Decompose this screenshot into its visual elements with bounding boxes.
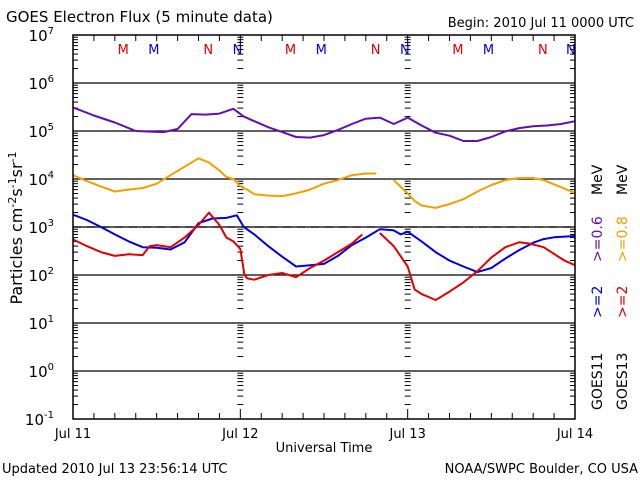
marker-label: M: [483, 43, 494, 58]
y-tick-label: 105: [29, 122, 54, 141]
y-tick-label: 101: [29, 314, 54, 333]
y-label-s: s: [7, 188, 26, 196]
series-goes11-2-mev: [72, 213, 576, 274]
series-goes11-0-6-mev: [72, 106, 576, 142]
begin-date-label: Begin: 2010 Jul 11 0000 UTC: [448, 16, 634, 31]
y-tick-exponent: 7: [48, 26, 54, 37]
x-axis-label: Universal Time: [276, 441, 373, 456]
y-tick-exponent: 6: [48, 74, 54, 85]
legend-goes11-unit: MeV: [590, 164, 606, 195]
marker-label: M: [316, 43, 327, 58]
marker-label: N: [203, 43, 213, 58]
y-tick-label: 103: [29, 218, 54, 237]
legend-goes13-unit: MeV: [615, 164, 631, 195]
y-tick-exponent: -1: [44, 410, 54, 421]
plot-frame: [72, 34, 576, 420]
x-tick-label: Jul 12: [221, 427, 258, 442]
legend: GOES11 GOES13 >=2 >=2 >=0.6 >=0.8 MeV Me…: [590, 164, 631, 410]
marker-label: M: [148, 43, 159, 58]
x-tick-label: Jul 14: [556, 427, 593, 442]
legend-goes11-label: GOES11: [590, 353, 606, 410]
source-credit: NOAA/SWPC Boulder, CO USA: [445, 462, 638, 477]
updated-timestamp: Updated 2010 Jul 13 23:56:14 UTC: [2, 462, 227, 477]
series-goes13-0-8-mev: [72, 157, 576, 209]
y-tick-exponent: 0: [48, 362, 54, 373]
y-tick-base: 10: [29, 123, 48, 141]
y-label-main: Particles cm: [7, 208, 26, 305]
data-series: [72, 106, 576, 302]
marker-label: N: [371, 43, 381, 58]
y-tick-label: 10-1: [25, 410, 54, 429]
y-tick-label: 107: [29, 26, 54, 45]
marker-label: M: [118, 43, 129, 58]
legend-goes13-2mev: >=2: [615, 286, 631, 318]
x-tick-label: Jul 11: [54, 427, 91, 442]
y-tick-label: 104: [29, 170, 54, 189]
y-tick-exponent: 3: [48, 218, 54, 229]
y-tick-base: 10: [29, 27, 48, 45]
marker-label: N: [566, 43, 576, 58]
y-tick-exponent: 1: [48, 314, 54, 325]
y-tick-label: 102: [29, 266, 54, 285]
y-tick-exponent: 4: [48, 170, 54, 181]
legend-goes13-08mev: >=0.8: [615, 216, 631, 262]
y-tick-base: 10: [29, 219, 48, 237]
series-goes13-2-mev: [72, 211, 576, 302]
legend-goes13-label: GOES13: [615, 353, 631, 410]
y-tick-base: 10: [25, 411, 44, 429]
legend-goes11-06mev: >=0.6: [590, 216, 606, 262]
marker-label: M: [452, 43, 463, 58]
y-label-exp-sr: -1: [6, 151, 19, 162]
marker-label: M: [285, 43, 296, 58]
y-tick-label: 100: [29, 362, 54, 381]
decade-gridlines: [73, 82, 575, 372]
legend-goes11-2mev: >=2: [590, 286, 606, 318]
y-label-sr: sr: [7, 162, 26, 177]
y-tick-exponent: 2: [48, 266, 54, 277]
y-axis-label: Particles cm-2s-1sr-1: [6, 151, 26, 304]
y-tick-base: 10: [29, 315, 48, 333]
y-tick-exponent: 5: [48, 122, 54, 133]
y-tick-base: 10: [29, 171, 48, 189]
marker-label: N: [538, 43, 548, 58]
y-tick-base: 10: [29, 363, 48, 381]
y-tick-label: 106: [29, 74, 54, 93]
x-tick-label: Jul 13: [388, 427, 425, 442]
y-tick-base: 10: [29, 75, 48, 93]
marker-label: N: [233, 43, 243, 58]
chart-title: GOES Electron Flux (5 minute data): [6, 8, 273, 26]
y-label-exp-s: -1: [6, 177, 19, 188]
marker-label: N: [400, 43, 410, 58]
y-label-exp-cm: -2: [6, 197, 19, 208]
x-tick-labels: Jul 11 Jul 12 Jul 13 Jul 14: [54, 427, 593, 442]
y-tick-base: 10: [29, 267, 48, 285]
